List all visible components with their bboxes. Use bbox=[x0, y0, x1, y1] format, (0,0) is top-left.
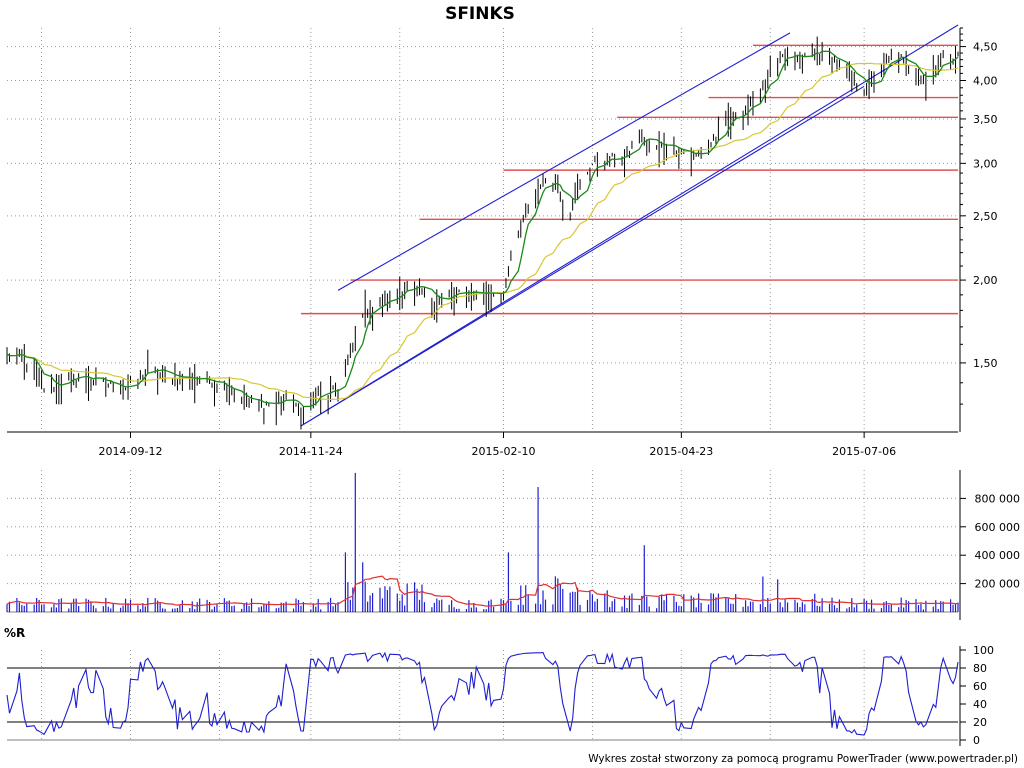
moving-average-long bbox=[6, 62, 959, 400]
williams-r-panel bbox=[6, 651, 959, 736]
volume-moving-average bbox=[6, 575, 959, 607]
williams-r-tick-label: 60 bbox=[973, 680, 987, 693]
williams-r-tick-label: 20 bbox=[973, 716, 987, 729]
trend-channel-line bbox=[337, 32, 791, 291]
date-tick-label: 2015-04-23 bbox=[649, 445, 713, 458]
volume-tick-label: 400 000 bbox=[975, 549, 1021, 562]
chart-title: SFINKS bbox=[445, 4, 515, 24]
williams-r-tick-label: 80 bbox=[973, 662, 987, 675]
price-panel bbox=[6, 24, 959, 740]
price-tick-label: 1,50 bbox=[973, 357, 998, 370]
trend-channel-line bbox=[300, 24, 959, 427]
price-tick-label: 4,50 bbox=[973, 41, 998, 54]
volume-tick-label: 200 000 bbox=[975, 578, 1021, 591]
williams-r-tick-label: 0 bbox=[973, 734, 980, 747]
price-tick-label: 3,00 bbox=[973, 157, 998, 170]
footer-credit: Wykres został stworzony za pomocą progra… bbox=[588, 753, 1018, 765]
date-tick-label: 2015-07-06 bbox=[832, 445, 896, 458]
williams-r-line bbox=[6, 651, 959, 736]
trend-channel-line bbox=[300, 85, 865, 427]
date-tick-label: 2015-02-10 bbox=[472, 445, 536, 458]
date-axis: 2014-09-12 2014-11-24 2015-02-10 2015-04-23… bbox=[99, 432, 896, 458]
price-tick-label: 2,00 bbox=[973, 274, 998, 287]
volume-tick-label: 800 000 bbox=[975, 492, 1021, 505]
williams-r-axis: 100 80 60 40 20 0 bbox=[7, 644, 994, 747]
williams-r-label: %R bbox=[4, 626, 25, 640]
price-tick-label: 2,50 bbox=[973, 210, 998, 223]
price-tick-label: 3,50 bbox=[973, 113, 998, 126]
volume-tick-label: 600 000 bbox=[975, 521, 1021, 534]
volume-axis: 800 000 600 000 400 000 200 000 bbox=[7, 470, 1020, 620]
date-tick-label: 2014-11-24 bbox=[279, 445, 343, 458]
williams-r-tick-label: 40 bbox=[973, 698, 987, 711]
date-tick-label: 2014-09-12 bbox=[99, 445, 163, 458]
price-axis: 4,50 4,00 3,50 3,00 2,50 2,00 1,50 bbox=[7, 27, 998, 433]
williams-r-tick-label: 100 bbox=[973, 644, 994, 657]
price-tick-label: 4,00 bbox=[973, 74, 998, 87]
moving-average-short bbox=[6, 50, 959, 408]
volume-panel bbox=[6, 472, 959, 612]
